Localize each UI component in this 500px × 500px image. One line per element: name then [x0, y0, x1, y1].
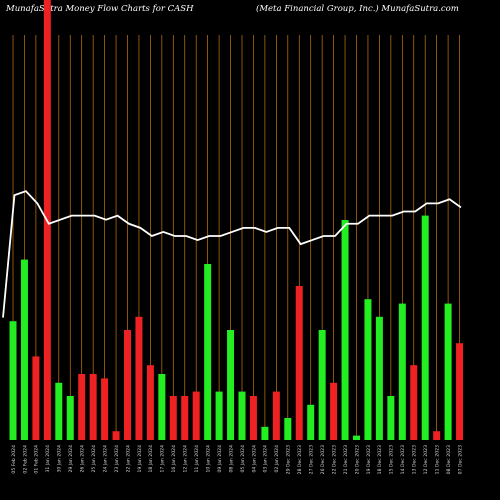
- bar: [284, 418, 292, 440]
- x-tick-label: 05 Jan 2024: [240, 445, 246, 473]
- bar: [375, 316, 383, 440]
- x-tick-label: 15 Dec 2023: [389, 445, 395, 474]
- bar: [261, 426, 269, 440]
- x-tick-labels: 05 Feb 2024 02 Feb 2024 01 Feb 2024 31 Jan …: [11, 445, 464, 474]
- bar: [227, 330, 235, 440]
- x-tick-label: 11 Dec 2023: [434, 445, 440, 474]
- bar: [353, 435, 360, 440]
- x-tick-label: 09 Jan 2024: [217, 445, 223, 473]
- x-tick-label: 29 Dec 2023: [286, 445, 292, 474]
- x-tick-label: 30 Jan 2024: [57, 445, 63, 473]
- bar: [146, 365, 154, 440]
- x-tick-label: 16 Jan 2024: [171, 445, 177, 473]
- x-tick-label: 18 Jan 2024: [148, 445, 154, 473]
- x-tick-label: 28 Dec 2023: [297, 445, 303, 474]
- bar: [295, 286, 303, 440]
- bar: [135, 316, 143, 440]
- x-tick-label: 04 Jan 2024: [251, 445, 257, 473]
- x-tick-label: 13 Dec 2023: [412, 445, 418, 474]
- x-tick-label: 11 Jan 2024: [194, 445, 200, 473]
- bar: [158, 374, 166, 440]
- x-tick-label: 21 Dec 2023: [343, 445, 349, 474]
- x-tick-label: 02 Jan 2024: [274, 445, 280, 473]
- x-tick-label: 20 Dec 2023: [354, 445, 360, 474]
- bar: [169, 396, 177, 440]
- x-tick-label: 18 Dec 2023: [377, 445, 383, 474]
- x-tick-label: 27 Dec 2023: [309, 445, 315, 474]
- bar: [398, 303, 406, 440]
- bars: [9, 0, 464, 440]
- bar: [272, 391, 280, 440]
- bar: [410, 365, 418, 440]
- bar: [307, 404, 315, 440]
- chart-subtitle: (Meta Financial Group, Inc.) MunafaSutra…: [256, 4, 459, 14]
- bar: [249, 396, 257, 440]
- x-tick-label: 22 Dec 2023: [331, 445, 337, 474]
- bar: [192, 391, 200, 440]
- bar: [215, 391, 223, 440]
- x-tick-label: 12 Jan 2024: [183, 445, 189, 473]
- bar: [341, 220, 349, 440]
- bar: [330, 382, 338, 440]
- bar: [421, 215, 429, 440]
- x-tick-label: 07 Dec 2023: [457, 445, 463, 474]
- x-tick-label: 17 Jan 2024: [160, 445, 166, 473]
- x-tick-label: 22 Jan 2024: [125, 445, 131, 473]
- x-tick-label: 02 Feb 2024: [22, 445, 28, 474]
- bar: [20, 259, 28, 440]
- bar: [124, 330, 131, 440]
- x-tick-label: 19 Dec 2023: [366, 445, 372, 474]
- x-tick-label: 23 Jan 2024: [114, 445, 120, 473]
- x-tick-label: 12 Dec 2023: [423, 445, 429, 474]
- bar: [387, 396, 395, 440]
- bar: [112, 431, 120, 440]
- bar: [456, 343, 464, 440]
- bar: [238, 391, 246, 440]
- bar: [318, 330, 326, 440]
- price-line: [2, 190, 462, 318]
- bar: [32, 356, 40, 440]
- bar: [9, 321, 17, 440]
- x-tick-label: 29 Jan 2024: [68, 445, 74, 473]
- bar: [444, 303, 452, 440]
- chart-title: MunafaSutra Money Flow Charts for CASH: [6, 4, 194, 14]
- x-tick-label: 10 Jan 2024: [205, 445, 211, 473]
- x-tick-label: 19 Jan 2024: [137, 445, 143, 473]
- x-tick-label: 01 Feb 2024: [34, 445, 40, 474]
- bar: [364, 299, 372, 440]
- x-tick-label: 05 Feb 2024: [11, 445, 17, 474]
- x-tick-label: 31 Jan 2024: [45, 445, 51, 473]
- x-tick-label: 24 Jan 2024: [102, 445, 108, 473]
- x-tick-label: 14 Dec 2023: [400, 445, 406, 474]
- bar: [66, 396, 74, 440]
- x-tick-label: 26 Dec 2023: [320, 445, 326, 474]
- x-tick-label: 26 Jan 2024: [80, 445, 86, 473]
- bar: [204, 264, 212, 440]
- x-tick-label: 03 Jan 2024: [263, 445, 269, 473]
- x-tick-label: 25 Jan 2024: [91, 445, 97, 473]
- x-tick-label: 08 Dec 2023: [446, 445, 452, 474]
- price-line-group: [2, 190, 462, 318]
- bar: [101, 378, 109, 440]
- bar: [55, 382, 63, 440]
- bar: [181, 396, 189, 440]
- bar: [433, 431, 441, 440]
- bar: [78, 374, 86, 440]
- bar: [89, 374, 97, 440]
- x-tick-label: 08 Jan 2024: [228, 445, 234, 473]
